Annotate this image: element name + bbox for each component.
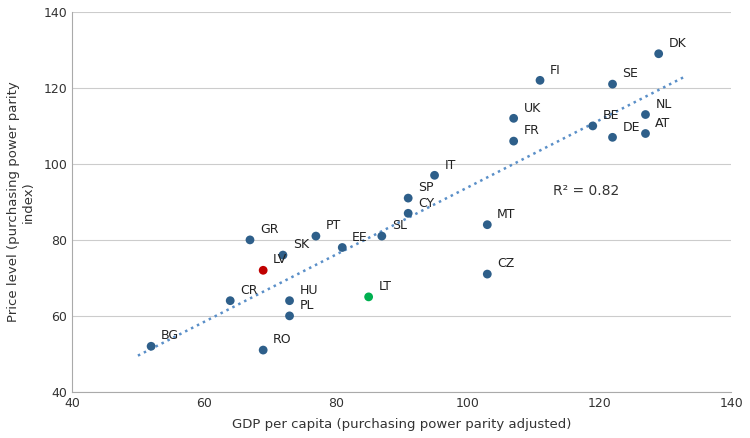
Point — [402, 210, 414, 217]
X-axis label: GDP per capita (purchasing power parity adjusted): GDP per capita (purchasing power parity … — [232, 418, 572, 431]
Point — [482, 271, 494, 278]
Point — [376, 233, 388, 240]
Text: BG: BG — [161, 329, 179, 343]
Point — [257, 346, 269, 353]
Point — [534, 77, 546, 84]
Point — [586, 122, 598, 129]
Text: RO: RO — [273, 333, 292, 346]
Point — [607, 134, 619, 141]
Text: CY: CY — [418, 197, 434, 209]
Point — [640, 111, 652, 118]
Text: MT: MT — [497, 208, 516, 221]
Text: SP: SP — [418, 181, 434, 194]
Point — [363, 293, 375, 300]
Text: R² = 0.82: R² = 0.82 — [554, 184, 620, 198]
Text: HU: HU — [299, 284, 318, 297]
Text: AT: AT — [656, 117, 670, 130]
Text: LV: LV — [273, 254, 287, 266]
Point — [402, 194, 414, 201]
Point — [244, 237, 256, 244]
Text: DE: DE — [622, 120, 640, 134]
Point — [277, 251, 289, 258]
Point — [607, 81, 619, 88]
Text: NL: NL — [656, 98, 672, 111]
Point — [310, 233, 322, 240]
Point — [508, 138, 520, 145]
Point — [336, 244, 348, 251]
Point — [224, 297, 236, 304]
Text: CZ: CZ — [497, 257, 514, 270]
Point — [284, 312, 296, 319]
Text: FR: FR — [524, 124, 539, 138]
Text: SL: SL — [392, 219, 406, 232]
Text: SK: SK — [292, 238, 309, 251]
Text: FI: FI — [550, 64, 561, 77]
Point — [652, 50, 664, 57]
Point — [428, 172, 440, 179]
Text: PL: PL — [299, 299, 314, 312]
Point — [257, 267, 269, 274]
Text: EE: EE — [352, 231, 368, 244]
Text: DK: DK — [668, 37, 686, 50]
Text: SE: SE — [622, 67, 638, 80]
Point — [508, 115, 520, 122]
Text: UK: UK — [524, 102, 541, 114]
Point — [145, 343, 157, 350]
Point — [284, 297, 296, 304]
Text: PT: PT — [326, 219, 341, 232]
Text: IT: IT — [445, 159, 456, 172]
Point — [640, 130, 652, 137]
Text: LT: LT — [379, 280, 392, 293]
Y-axis label: Price level (purchasing power parity
index): Price level (purchasing power parity ind… — [7, 81, 35, 322]
Text: BE: BE — [603, 109, 619, 122]
Text: GR: GR — [260, 223, 278, 236]
Text: CR: CR — [240, 284, 257, 297]
Point — [482, 221, 494, 228]
